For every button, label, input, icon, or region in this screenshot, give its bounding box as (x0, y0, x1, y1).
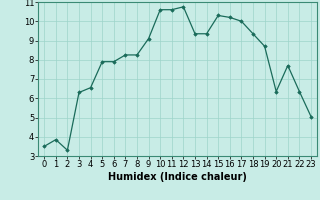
X-axis label: Humidex (Indice chaleur): Humidex (Indice chaleur) (108, 172, 247, 182)
